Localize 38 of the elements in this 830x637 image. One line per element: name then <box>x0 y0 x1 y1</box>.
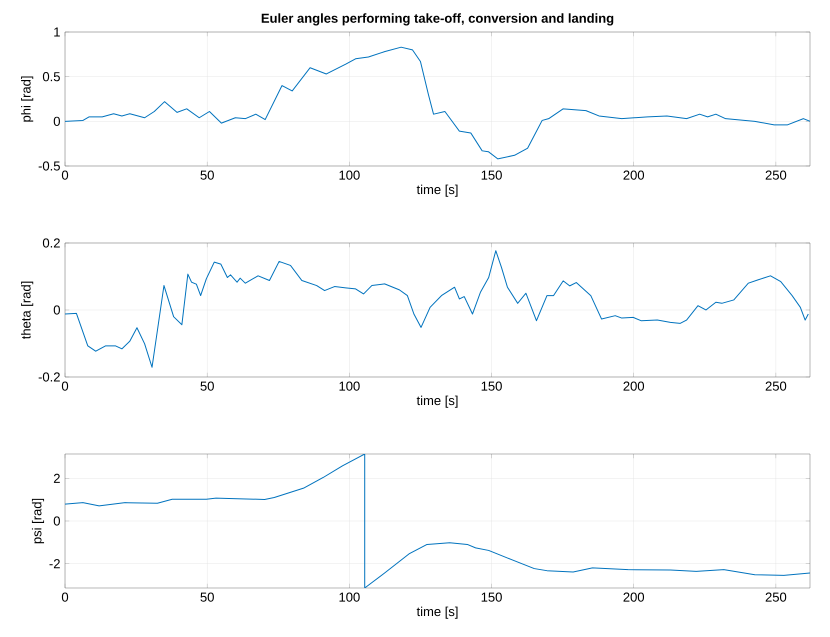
x-tick-label: 50 <box>200 592 214 602</box>
y-tick-label: 0 <box>54 116 60 126</box>
x-tick-label: 50 <box>200 382 214 391</box>
line-series <box>65 46 810 160</box>
y-tick-label: 0 <box>54 305 60 315</box>
x-tick-label: 250 <box>766 592 786 602</box>
x-axis-title: time [s] <box>416 184 458 197</box>
x-tick-label: 200 <box>624 382 644 391</box>
x-tick-label: 100 <box>340 592 360 602</box>
y-tick-label: -2 <box>49 559 60 568</box>
y-axis-title: phi [rad] <box>21 76 34 122</box>
line-series <box>65 250 809 368</box>
y-tick-label: 2 <box>54 474 60 483</box>
y-tick-label: -0.5 <box>38 161 60 171</box>
x-tick-label: 250 <box>766 382 786 391</box>
y-tick-label: 0.5 <box>42 72 60 82</box>
y-tick-label: 0 <box>54 516 60 526</box>
x-tick-label: 100 <box>340 170 360 180</box>
y-tick-label: 1 <box>54 28 60 36</box>
line-series <box>65 454 810 588</box>
y-tick-label: 0.2 <box>42 238 60 248</box>
x-tick-label: 0 <box>62 382 68 391</box>
x-tick-label: 0 <box>62 170 68 180</box>
y-axis-title: psi [rad] <box>32 498 44 544</box>
chart-title: Euler angles performing take-off, conversion and landing <box>262 13 614 26</box>
x-tick-label: 200 <box>624 592 644 602</box>
y-axis-title: theta [rad] <box>21 282 34 340</box>
x-tick-label: 150 <box>482 592 502 602</box>
x-tick-label: 0 <box>62 592 68 602</box>
x-tick-label: 200 <box>624 170 644 180</box>
x-tick-label: 50 <box>200 170 214 180</box>
x-axis-title: time [s] <box>416 606 458 619</box>
x-tick-label: 150 <box>482 382 502 391</box>
x-tick-label: 150 <box>482 170 502 180</box>
x-tick-label: 100 <box>340 382 360 391</box>
x-axis-title: time [s] <box>416 396 458 408</box>
y-tick-label: -0.2 <box>38 372 60 382</box>
x-tick-label: 250 <box>766 170 786 180</box>
